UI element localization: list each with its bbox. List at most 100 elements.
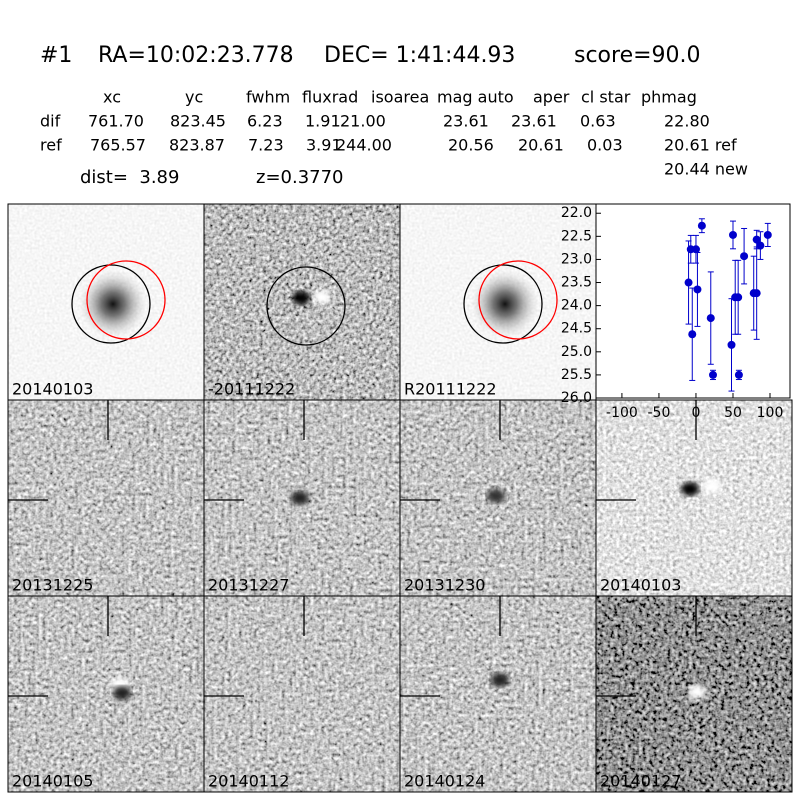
table-cell: 23.61 [511,112,557,131]
dec: DEC= 1:41:44.93 [324,43,515,68]
candidate-id: #1 [40,43,72,68]
aperture [71,264,151,344]
y-tick-label: 24.5 [561,321,592,337]
x-tick-label: 50 [724,405,742,421]
light-curve: 22.0 22.5 23.0 23.5 24.0 24.5 25.0 25.5 26.0 -100… [561,203,791,421]
column-header: xc [103,88,121,107]
panel-labels: 20140103 -20111222 R20111222 20131225 201312… [12,380,681,791]
table-cell: 3.91 [306,136,342,155]
table-cell: 1.91 [305,112,341,131]
redshift: z=0.3770 [256,167,344,188]
point [697,221,706,230]
spot [291,491,309,505]
table-cell: 244.00 [336,136,392,155]
point [752,289,761,298]
point [734,293,743,302]
row-header: dif [40,112,61,131]
dist: dist= 3.89 [80,167,179,188]
table-cell: 761.70 [88,112,144,131]
panel-label: 20131227 [208,576,289,595]
spot [703,479,721,493]
point [688,330,697,339]
table-cell: 765.57 [90,136,146,155]
spot [487,489,505,503]
source-blob [79,270,147,338]
column-header: phmag [641,88,697,107]
column-header: isoarea [371,88,429,107]
image [596,400,792,596]
image-panel [399,595,597,793]
point [706,314,715,323]
panel-label: 20140127 [600,772,681,791]
panel-label: 20140103 [600,576,681,595]
image [8,400,204,596]
y-tick-label: 22.0 [561,205,592,221]
aperture [266,266,346,346]
table-cell: 21.00 [340,112,386,131]
table-cell: 6.23 [247,112,283,131]
table-cell: 20.61 [518,136,564,155]
panel-border [595,595,793,793]
row-header: ref [40,136,62,155]
image-panel [203,595,401,793]
y-tick-label: 25.5 [561,367,592,383]
spot [113,686,131,700]
image [8,596,204,792]
image-panel [7,595,205,793]
table-cell: 22.80 [664,112,710,131]
table-cell: 20.56 [448,136,494,155]
ra: RA=10:02:23.778 [98,43,294,68]
plot-area [595,203,791,399]
x-tick-label: -50 [648,405,671,421]
image [400,596,596,792]
table-cell: 20.61 ref [664,136,737,155]
table-cell: 7.23 [248,136,284,155]
table-cell: 0.63 [580,112,616,131]
point [708,370,717,379]
score: score=90.0 [574,43,701,68]
image-panel [203,203,401,401]
panel-label: 20131230 [404,576,485,595]
y-tick-label: 24.0 [561,298,592,314]
aperture [463,264,543,344]
point [728,230,737,239]
y-tick-label: 26.0 [561,390,592,406]
spot [491,673,509,687]
column-header: aper [533,88,570,107]
point [740,252,749,261]
panels [7,203,793,793]
image-panel [7,203,205,401]
y-tick-label: 22.5 [561,228,592,244]
panel-label: 20140112 [208,772,289,791]
panel-label: 20140124 [404,772,485,791]
image-panel [595,399,793,597]
point [693,285,702,294]
table-cell: 823.45 [170,112,226,131]
panel-label: 20140103 [12,380,93,399]
image-panel [399,203,597,401]
column-header: mag auto [437,88,514,107]
panel-label: -20111222 [208,380,295,399]
point [691,245,700,254]
table-cell: 823.87 [169,136,225,155]
point [727,340,736,349]
aperture-ref [86,260,166,340]
column-header: fwhm [246,88,290,107]
spot [688,685,706,699]
point [756,241,765,250]
panel-label: 20140105 [12,772,93,791]
header: #1 RA=10:02:23.778 DEC= 1:41:44.93 score… [40,43,748,188]
spot [313,290,331,304]
point [752,235,761,244]
y-tick-label: 23.5 [561,275,592,291]
image-panel [399,399,597,597]
panel-label: 20131225 [12,576,93,595]
x-tick-label: 0 [692,405,701,421]
column-header: fluxrad [302,88,358,107]
image-panel [595,595,793,793]
image-panel [203,399,401,597]
column-header: yc [185,88,203,107]
point [684,278,693,287]
